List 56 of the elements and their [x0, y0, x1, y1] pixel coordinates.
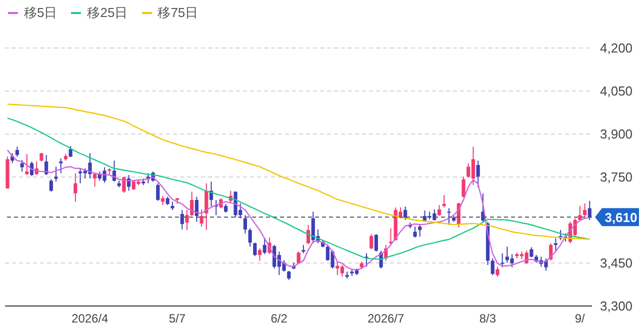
candlestick: [20, 160, 24, 172]
candlestick: [54, 166, 58, 182]
candlestick: [582, 202, 587, 218]
price-tag: 3,610: [595, 208, 639, 226]
x-tick-label: 2026/4: [72, 312, 109, 326]
candlestick: [364, 252, 368, 268]
candlestick: [49, 178, 53, 192]
candlestick: [185, 209, 189, 231]
candlestick: [296, 251, 300, 264]
x-tick-label: 9/: [574, 312, 586, 326]
candlestick: [490, 258, 494, 276]
candlestick: [93, 172, 97, 188]
legend-label: 移75日: [158, 4, 198, 22]
y-tick-label: 3,750: [600, 170, 633, 185]
y-tick-label: 3,900: [600, 126, 633, 142]
y-tick-label: 3,450: [600, 256, 633, 271]
candlestick: [496, 266, 500, 278]
x-tick-label: 8/3: [479, 312, 496, 326]
candlestick: [437, 204, 442, 216]
candlestick: [462, 176, 466, 198]
legend-label: 移25日: [87, 4, 128, 22]
legend-label: 移5日: [24, 4, 58, 22]
candlestick: [258, 248, 262, 262]
candlestick: [68, 146, 72, 158]
x-tick-label: 6/2: [270, 312, 288, 326]
candlestick: [442, 194, 446, 208]
line-series: [6, 104, 590, 240]
x-tick-label: 2026/7: [367, 312, 404, 326]
candlestick: [374, 234, 378, 252]
candlestick: [262, 238, 266, 255]
candlestick: [180, 209, 184, 230]
candlestick: [530, 246, 534, 258]
candlestick: [413, 226, 417, 238]
candlestick: [156, 182, 160, 202]
candlestick: [25, 154, 29, 176]
candlestick: [287, 270, 291, 280]
candlestick: [253, 242, 257, 257]
candlestick: [554, 238, 558, 252]
candlestick: [200, 208, 204, 228]
candlestick: [500, 252, 504, 268]
candlestick: [588, 200, 592, 220]
candlestick: [370, 234, 374, 250]
candlestick: [160, 195, 165, 206]
ref-line-label: 3,610: [604, 210, 638, 226]
candlestick: [74, 172, 78, 202]
candlestick: [476, 160, 480, 188]
y-tick-label: 4,050: [600, 84, 633, 99]
candlestick: [447, 208, 451, 226]
x-tick-label: 5/7: [168, 312, 186, 326]
candlestick: [578, 205, 582, 222]
y-tick-label: 3,300: [600, 298, 633, 314]
candlestick: [15, 146, 20, 158]
y-tick-label: 4,200: [600, 40, 633, 56]
candlestick: [418, 224, 422, 238]
candlestick: [243, 214, 248, 234]
candlestick: [248, 228, 252, 248]
